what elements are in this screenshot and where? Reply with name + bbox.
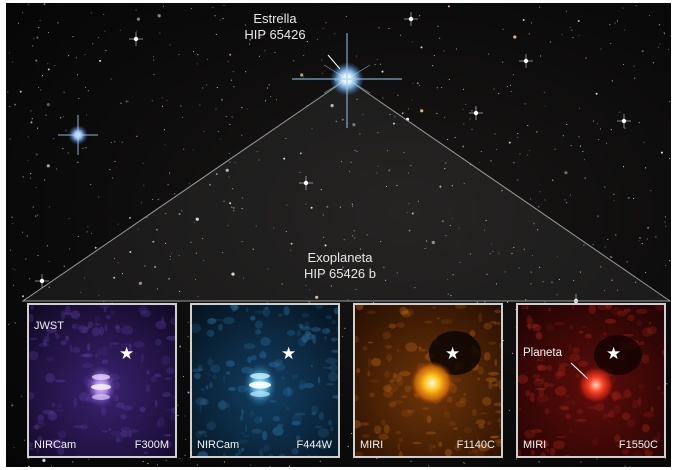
- instrument-label: MIRI: [360, 439, 384, 451]
- starfield-background: [7, 3, 671, 467]
- panel-image: [29, 305, 175, 456]
- filter-label: F300M: [134, 439, 169, 451]
- panel-miri-f1550c: Planeta ★ MIRI F1550C: [516, 303, 666, 458]
- instrument-label: MIRI: [523, 439, 547, 451]
- host-star-glow: [292, 33, 402, 128]
- star-label-id: HIP 65426: [244, 27, 306, 42]
- planet-pointer: [570, 362, 589, 380]
- telescope-label: JWST: [34, 320, 64, 332]
- exoplanet-label: Exoplaneta HIP 65426 b: [285, 250, 395, 282]
- panel-image: [518, 305, 664, 456]
- filter-label: F1550C: [618, 439, 658, 451]
- panel-image: [192, 305, 338, 456]
- zoom-cone: [21, 78, 671, 302]
- star-icon: ★: [281, 344, 297, 364]
- panel-miri-f1140c: ★ MIRI F1140C: [353, 303, 503, 458]
- filter-label: F444W: [296, 439, 332, 451]
- star-label-name: Estrella: [253, 11, 297, 26]
- star-icon: ★: [606, 344, 622, 364]
- bright-blue-star: [58, 115, 98, 155]
- exoplanet-label-name: Exoplaneta: [307, 250, 373, 265]
- panel-nircam-f444w: ★ NIRCam F444W: [190, 303, 340, 458]
- starfield-image: Estrella HIP 65426 Exoplaneta HIP 65426 …: [6, 3, 671, 467]
- star-label-pointer: [327, 54, 341, 70]
- filter-label: F1140C: [456, 439, 495, 451]
- panel-nircam-f300m: JWST ★ NIRCam F300M: [27, 303, 177, 458]
- panel-image: [355, 305, 501, 456]
- exoplanet-label-id: HIP 65426 b: [303, 266, 377, 281]
- instrument-label: NIRCam: [34, 439, 77, 451]
- star-icon: ★: [445, 344, 461, 364]
- instrument-label: NIRCam: [197, 439, 240, 451]
- star-icon: ★: [119, 344, 135, 364]
- planet-label: Planeta: [523, 347, 563, 359]
- star-label: Estrella HIP 65426: [235, 11, 315, 43]
